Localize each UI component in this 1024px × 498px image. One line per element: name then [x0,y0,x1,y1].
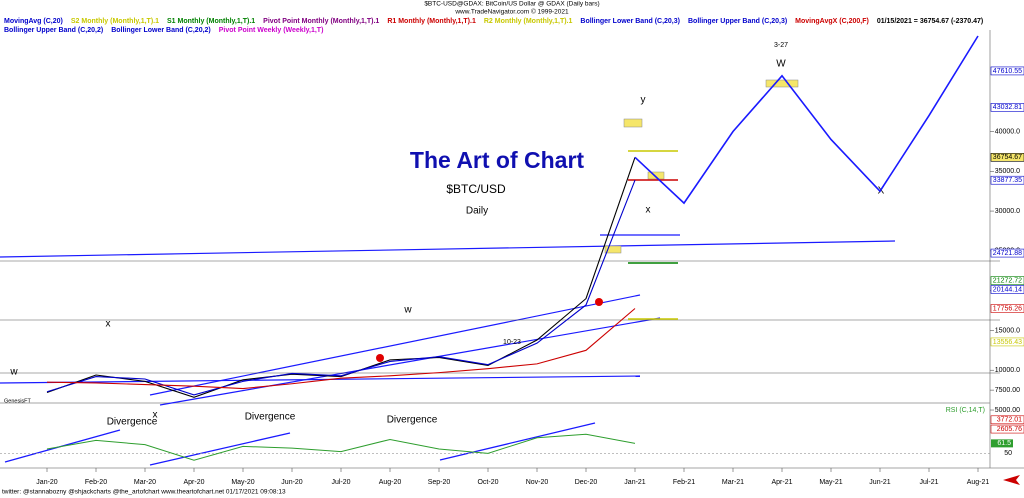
level-box [990,175,1024,185]
level-box [990,66,1024,76]
x-tick-label: May-21 [819,479,842,486]
level-box [990,248,1024,258]
chart-title: The Art of Chart [410,147,585,173]
x-tick-label: Apr-21 [771,479,792,486]
annotation: 3-27 [774,42,788,49]
level-box [990,276,1024,285]
x-tick-label: Oct-20 [477,479,498,486]
x-tick-label: Mar-20 [134,479,156,486]
level-label: 17756.26 [993,305,1022,312]
level-label: 13556.43 [993,339,1022,346]
price-line [46,157,636,398]
y-tick-label: 15000.0 [995,327,1020,334]
x-tick-label: May-20 [231,479,254,486]
price-line [46,180,636,396]
level-label: 2605.76 [997,426,1022,433]
x-tick-label: Feb-21 [673,479,695,486]
x-tick-label: Jul-21 [919,479,938,486]
annotation: x [153,410,158,421]
legend-entry: R2 Monthly (Monthly,1,T).1 [484,18,573,25]
x-tick-label: Jan-20 [36,479,58,486]
level-box [990,424,1024,434]
rsi-line [46,433,636,461]
rsi-label: RSI (C,14,T) [946,407,985,414]
annotation: Divergence [387,415,438,426]
price-line [634,35,979,205]
level-box [990,103,1024,112]
annotation: Divergence [245,412,296,423]
x-tick-label: Jun-20 [281,479,303,486]
legend-entry: MovingAvg (C,20) [4,18,63,25]
level-label: 21272.72 [993,277,1022,284]
pivot-boxes [376,79,799,362]
level-box [990,415,1024,425]
period: Daily [466,206,488,217]
level-label: 33877.35 [993,177,1022,184]
level-label: 24721.88 [993,250,1022,257]
x-tick-label: Jun-21 [869,479,891,486]
x-tick-label: Nov-20 [526,479,549,486]
level-label: 36754.67 [993,154,1022,161]
x-tick-label: Apr-20 [183,479,204,486]
legend-entry: 01/15/2021 = 36754.67 (-2370.47) [877,18,983,25]
annotation: X [878,186,885,197]
x-tick-label: Jan-21 [624,479,646,486]
legend-entry: R1 Monthly (Monthly,1,T).1 [387,18,476,25]
legend-entry: MovingAvgX (C,200,F) [795,18,869,25]
level-box [990,304,1024,313]
legend-entry: Pivot Point Weekly (Weekly,1,T) [219,27,324,34]
subheader: www.TradeNavigator.com © 1999-2021 [454,8,569,16]
x-tick-label: Aug-20 [379,479,402,486]
legend-entry: S1 Monthly (Monthly,1,T).1 [167,18,255,25]
level-lines [0,260,1000,374]
annotation: Divergence [107,417,158,428]
annotation: w [9,367,18,378]
legend-entry: S2 Monthly (Monthly,1,T).1 [71,18,159,25]
annotation: w [403,305,412,316]
y-tick-label: 30000.0 [995,208,1020,215]
legend-entry: Bollinger Upper Band (C,20,2) [4,27,103,34]
level-box [990,153,1024,162]
level-label: 20144.14 [993,286,1022,293]
level-label: 47610.55 [993,68,1022,75]
legend-entry: Pivot Point Monthly (Monthly,1,T).1 [263,18,379,25]
y-tick-label: 35000.0 [995,168,1020,175]
annotation: x [646,205,651,216]
annotation: y [641,95,646,106]
y-tick-label: 5000.00 [995,407,1020,414]
header: $BTC-USD@GDAX: BitCoin/US Dollar @ GDAX … [424,1,599,8]
rsi-last-box [991,439,1013,448]
level-label: 3772.01 [997,417,1022,424]
annotation: W [776,59,786,70]
x-tick-label: Jul-20 [331,479,350,486]
annotation: x [106,319,111,330]
x-tick-label: Feb-20 [85,479,107,486]
x-tick-label: Dec-20 [575,479,598,486]
logo-arrow [1003,475,1020,485]
y-tick-label: 7500.00 [995,387,1020,394]
x-tick-label: Mar-21 [722,479,744,486]
footer: twitter: @stannabozny @shjackcharts @the… [2,489,286,496]
legend-entry: Bollinger Upper Band (C,20,3) [688,18,787,25]
y-tick-label: 40000.0 [995,128,1020,135]
legend-entry: Bollinger Lower Band (C,20,3) [580,18,680,25]
x-tick-label: Aug-21 [967,479,990,486]
level-box [990,337,1024,347]
price-line [46,308,636,390]
x-tick-label: Sep-20 [428,479,451,486]
level-box [990,285,1024,294]
chart-subtitle: $BTC/USD [446,182,506,196]
level-label: 43032.81 [993,104,1022,111]
annotation: 10-23 [503,339,521,346]
y-tick-label: 10000.0 [995,367,1020,374]
rsi-last-label: 61.5 [997,440,1011,447]
rsi-tick-label: 50 [1004,450,1012,457]
legend-entry: Bollinger Lower Band (C,20,2) [111,27,211,34]
annotation: GenesisFT [4,398,32,404]
